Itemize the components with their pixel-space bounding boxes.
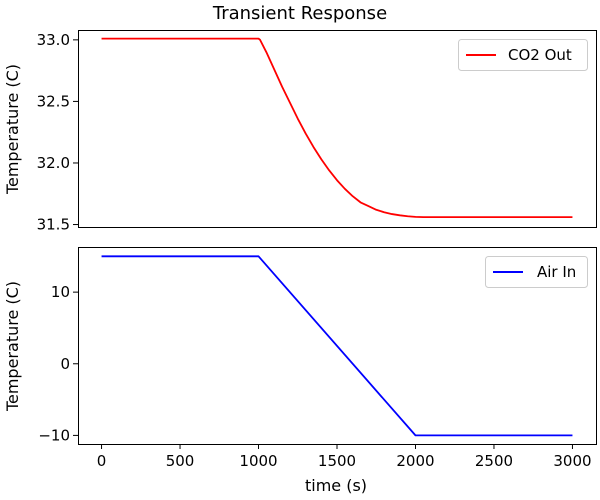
bottom-series-lines: [101, 255, 573, 437]
bottom-legend-label: Air In: [537, 263, 576, 281]
y-tick-label: 32.5: [37, 92, 70, 110]
y-tick-label: −10: [38, 426, 70, 444]
bottom-legend-box: [485, 256, 588, 288]
top-y-ticks: 31.5 32.0 32.5 33.0: [37, 31, 78, 234]
bottom-y-ticks: −10 0 10: [38, 283, 78, 444]
x-tick-label: 1500: [318, 452, 356, 470]
y-tick-label: 32.0: [37, 154, 70, 172]
x-axis-label: time (s): [305, 476, 367, 495]
top-legend-box: [458, 39, 588, 71]
y-tick-label: 33.0: [37, 31, 70, 49]
series-line: [101, 255, 573, 437]
x-tick-label: 3000: [553, 452, 591, 470]
x-ticks: 0 500 1000 1500 2000 2500 3000: [97, 444, 592, 470]
y-tick-label: 0: [60, 355, 70, 373]
x-tick-label: 2000: [396, 452, 434, 470]
top-plot-frame: [78, 30, 597, 228]
series-line: [101, 37, 573, 219]
top-subplot: 31.5 32.0 32.5 33.0 Temperature (C) CO2 Out: [3, 30, 597, 234]
chart-title: Transient Response: [212, 3, 387, 24]
bottom-subplot: −10 0 10 0 500 1000 1500 2000 2500 3000 Temperat…: [3, 247, 597, 495]
bottom-legend: Air In: [485, 256, 588, 288]
x-tick-label: 500: [166, 452, 195, 470]
y-tick-label: 31.5: [37, 216, 70, 234]
top-series-lines: [101, 37, 573, 219]
x-tick-label: 2500: [475, 452, 513, 470]
bottom-plot-frame: [78, 247, 597, 445]
top-legend: CO2 Out: [458, 39, 588, 71]
top-legend-label: CO2 Out: [508, 46, 572, 64]
x-tick-label: 1000: [239, 452, 277, 470]
top-y-axis-label: Temperature (C): [3, 64, 22, 195]
bottom-y-axis-label: Temperature (C): [3, 281, 22, 412]
y-tick-label: 10: [51, 283, 70, 301]
x-tick-label: 0: [97, 452, 107, 470]
